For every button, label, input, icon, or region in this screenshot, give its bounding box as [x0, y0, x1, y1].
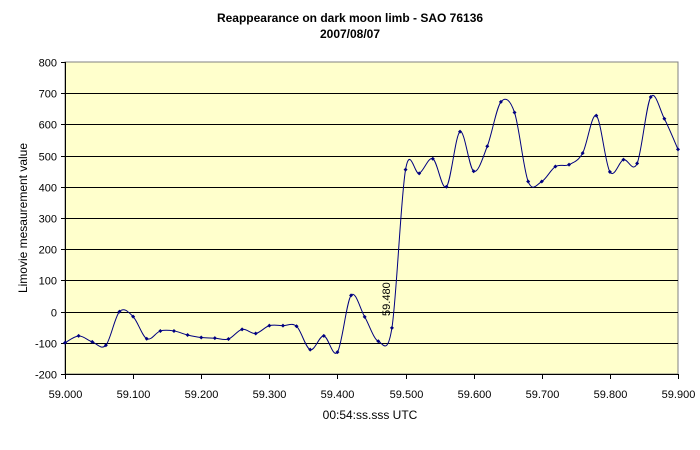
data-point [567, 162, 572, 167]
data-point [226, 337, 231, 342]
data-point [308, 347, 313, 352]
data-point [185, 333, 190, 337]
data-point [621, 157, 626, 162]
y-tick-label: 300 [39, 214, 57, 226]
x-tick-label: 59.300 [253, 389, 287, 401]
chart-title: Reappearance on dark moon limb - SAO 761… [216, 11, 484, 25]
data-point [376, 339, 381, 344]
data-point [90, 339, 95, 344]
y-tick-label: 600 [39, 120, 57, 132]
data-point [63, 340, 67, 345]
data-point [362, 314, 367, 319]
data-point [498, 99, 503, 104]
data-point [648, 94, 653, 99]
data-point [144, 336, 149, 341]
data-point [321, 333, 326, 338]
y-tick-label: 100 [39, 276, 57, 288]
x-tick-label: 59.200 [185, 389, 219, 401]
data-point [594, 113, 599, 118]
annotation-label: 59.480 [381, 282, 393, 316]
y-tick-label: -200 [35, 370, 57, 382]
x-tick-label: 59.900 [662, 389, 696, 401]
data-point [676, 147, 680, 152]
y-tick-label: 400 [39, 183, 57, 195]
data-point [212, 336, 217, 341]
data-point [240, 327, 245, 332]
data-point [335, 350, 340, 355]
data-point [158, 328, 163, 333]
y-tick-label: 200 [39, 245, 57, 257]
data-point [294, 324, 299, 329]
x-tick-label: 59.400 [321, 389, 355, 401]
x-tick-label: 59.000 [49, 389, 83, 401]
data-point [444, 184, 449, 189]
chart-subtitle: 2007/08/07 [319, 27, 381, 41]
data-point [512, 110, 517, 115]
y-tick-label: -100 [35, 339, 57, 351]
data-point [417, 171, 422, 176]
x-tick-label: 59.500 [390, 389, 424, 401]
data-point [171, 328, 176, 333]
data-point [471, 169, 476, 174]
data-point [131, 314, 136, 319]
data-point [403, 167, 408, 172]
data-point [103, 343, 108, 348]
data-point [662, 116, 667, 121]
data-point [485, 144, 490, 149]
data-point [430, 156, 435, 161]
y-tick-label: 800 [39, 58, 57, 70]
data-point [539, 179, 544, 184]
data-point [389, 325, 394, 330]
x-tick-label: 59.800 [594, 389, 628, 401]
x-axis-label: 00:54:ss.sss UTC [322, 408, 418, 422]
x-tick-label: 59.600 [458, 389, 492, 401]
data-point [76, 333, 81, 338]
data-point [280, 323, 285, 328]
x-tick-label: 59.100 [117, 389, 151, 401]
data-point [607, 169, 612, 174]
chart-title-block: Reappearance on dark moon limb - SAO 761… [0, 10, 700, 42]
data-point [635, 161, 640, 166]
data-point [267, 323, 272, 328]
data-point [117, 309, 122, 314]
data-point [253, 331, 258, 336]
data-point [580, 151, 585, 156]
data-point [553, 164, 558, 169]
data-point [526, 179, 531, 184]
y-tick-label: 0 [51, 308, 57, 320]
data-point [349, 293, 354, 298]
x-tick-label: 59.700 [526, 389, 560, 401]
y-tick-label: 500 [39, 152, 57, 164]
y-tick-label: 700 [39, 89, 57, 101]
data-point [458, 129, 463, 134]
data-point [199, 335, 204, 340]
